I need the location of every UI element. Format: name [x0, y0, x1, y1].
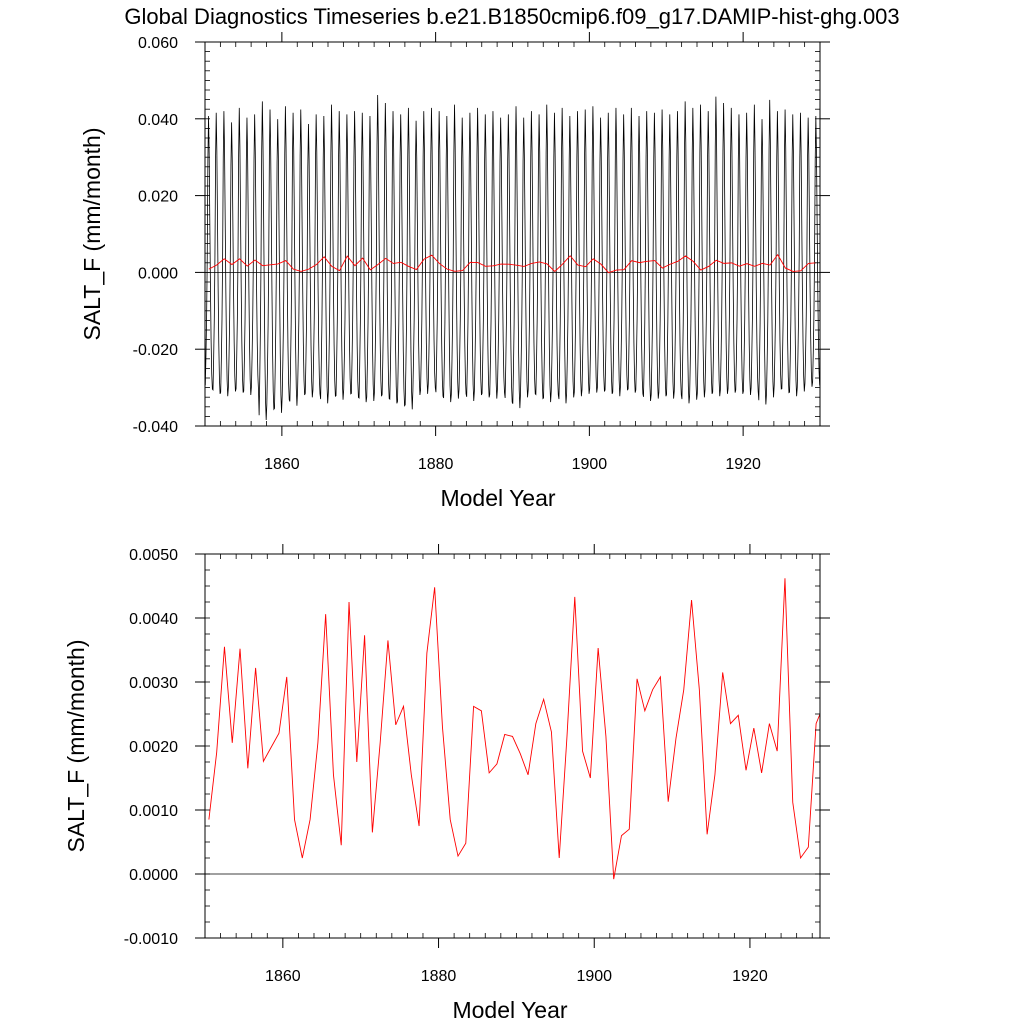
bottom-x-tick-label: 1880	[421, 968, 457, 985]
top-x-tick-label: 1880	[418, 456, 454, 473]
bottom-y-tick-label: -0.0010	[124, 931, 178, 948]
top-y-tick-label: -0.040	[133, 419, 178, 436]
top-x-tick-label: 1900	[572, 456, 608, 473]
chart-title: Global Diagnostics Timeseries b.e21.B185…	[124, 4, 899, 29]
top-x-tick-label: 1860	[264, 456, 300, 473]
bottom-x-tick-label: 1900	[576, 968, 612, 985]
bottom-x-tick-label: 1860	[265, 968, 301, 985]
top-y-tick-label: 0.000	[138, 265, 178, 282]
top-x-tick-label: 1920	[725, 456, 761, 473]
bottom-x-tick-label: 1920	[732, 968, 768, 985]
bottom-x-axis-title: Model Year	[452, 997, 567, 1023]
bottom-y-tick-label: 0.0050	[129, 547, 178, 564]
bottom-series-annual-line	[208, 578, 821, 880]
bottom-panel: Model Year SALT_F (mm/month) 1860 1880 190…	[63, 544, 830, 1023]
bottom-y-tick-label: 0.0030	[129, 675, 178, 692]
bottom-y-axis-title: SALT_F (mm/month)	[63, 640, 89, 853]
bottom-y-tick-label: 0.0000	[129, 867, 178, 884]
top-y-axis-title: SALT_F (mm/month)	[79, 128, 105, 341]
top-y-tick-label: -0.020	[133, 342, 178, 359]
top-y-tick-label: 0.040	[138, 112, 178, 129]
top-x-axis-title: Model Year	[440, 485, 555, 511]
bottom-y-tick-label: 0.0020	[129, 739, 178, 756]
top-y-tick-label: 0.060	[138, 35, 178, 52]
bottom-y-tick-label: 0.0040	[129, 611, 178, 628]
top-series-annual-line	[208, 253, 817, 274]
top-series-monthly-line	[204, 94, 821, 421]
top-y-tick-label: 0.020	[138, 189, 178, 206]
bottom-y-tick-label: 0.0010	[129, 803, 178, 820]
top-panel: Model Year SALT_F (mm/month) 1860 1880 190…	[79, 32, 830, 511]
